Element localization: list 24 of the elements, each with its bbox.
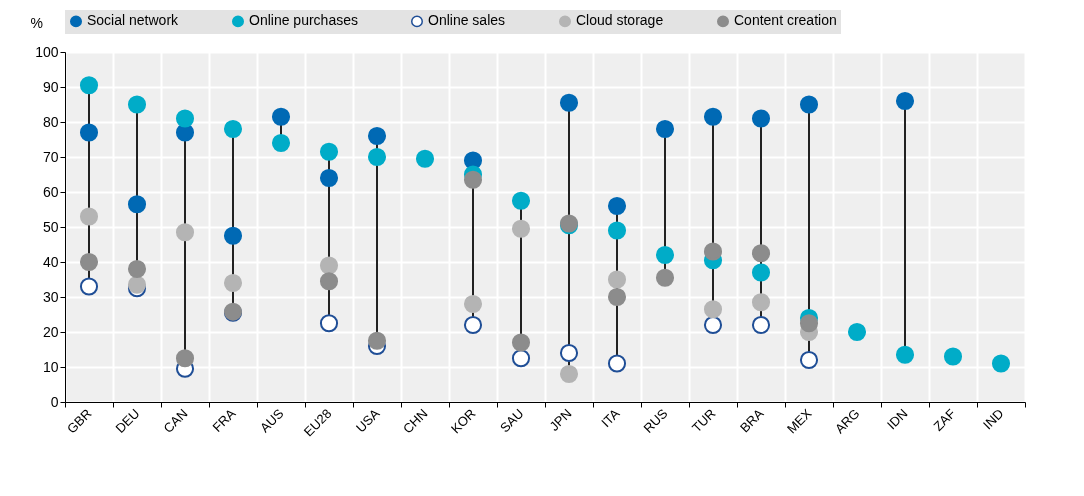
y-tick-label: 80 — [42, 113, 59, 130]
legend-label: Cloud storage — [576, 12, 664, 29]
y-tick-label: 90 — [42, 78, 59, 95]
x-tick-label: ITA — [598, 405, 623, 431]
legend-label: Online purchases — [249, 12, 358, 29]
legend-label: Online sales — [428, 12, 506, 29]
legend-label: Social network — [87, 12, 180, 29]
y-tick-label: 60 — [42, 183, 59, 200]
y-tick-label: 30 — [42, 288, 59, 305]
y-tick-label: 0 — [50, 393, 59, 410]
y-tick-label: 70 — [42, 148, 59, 165]
x-tick-label: FRA — [209, 405, 239, 435]
y-axis-title: % — [30, 14, 43, 31]
y-tick-label: 40 — [42, 253, 59, 270]
x-tick-label: JPN — [546, 405, 575, 434]
y-tick-label: 20 — [42, 323, 59, 340]
x-tick-label: USA — [352, 405, 383, 436]
x-tick-label: IND — [980, 405, 1007, 433]
y-tick-label: 50 — [42, 218, 59, 235]
x-tick-label: TUR — [688, 405, 719, 436]
y-tick-label: 10 — [42, 358, 59, 375]
x-tick-label: IDN — [884, 405, 911, 433]
y-tick-label: 100 — [35, 43, 59, 60]
legend-label: Content creation — [734, 12, 837, 29]
